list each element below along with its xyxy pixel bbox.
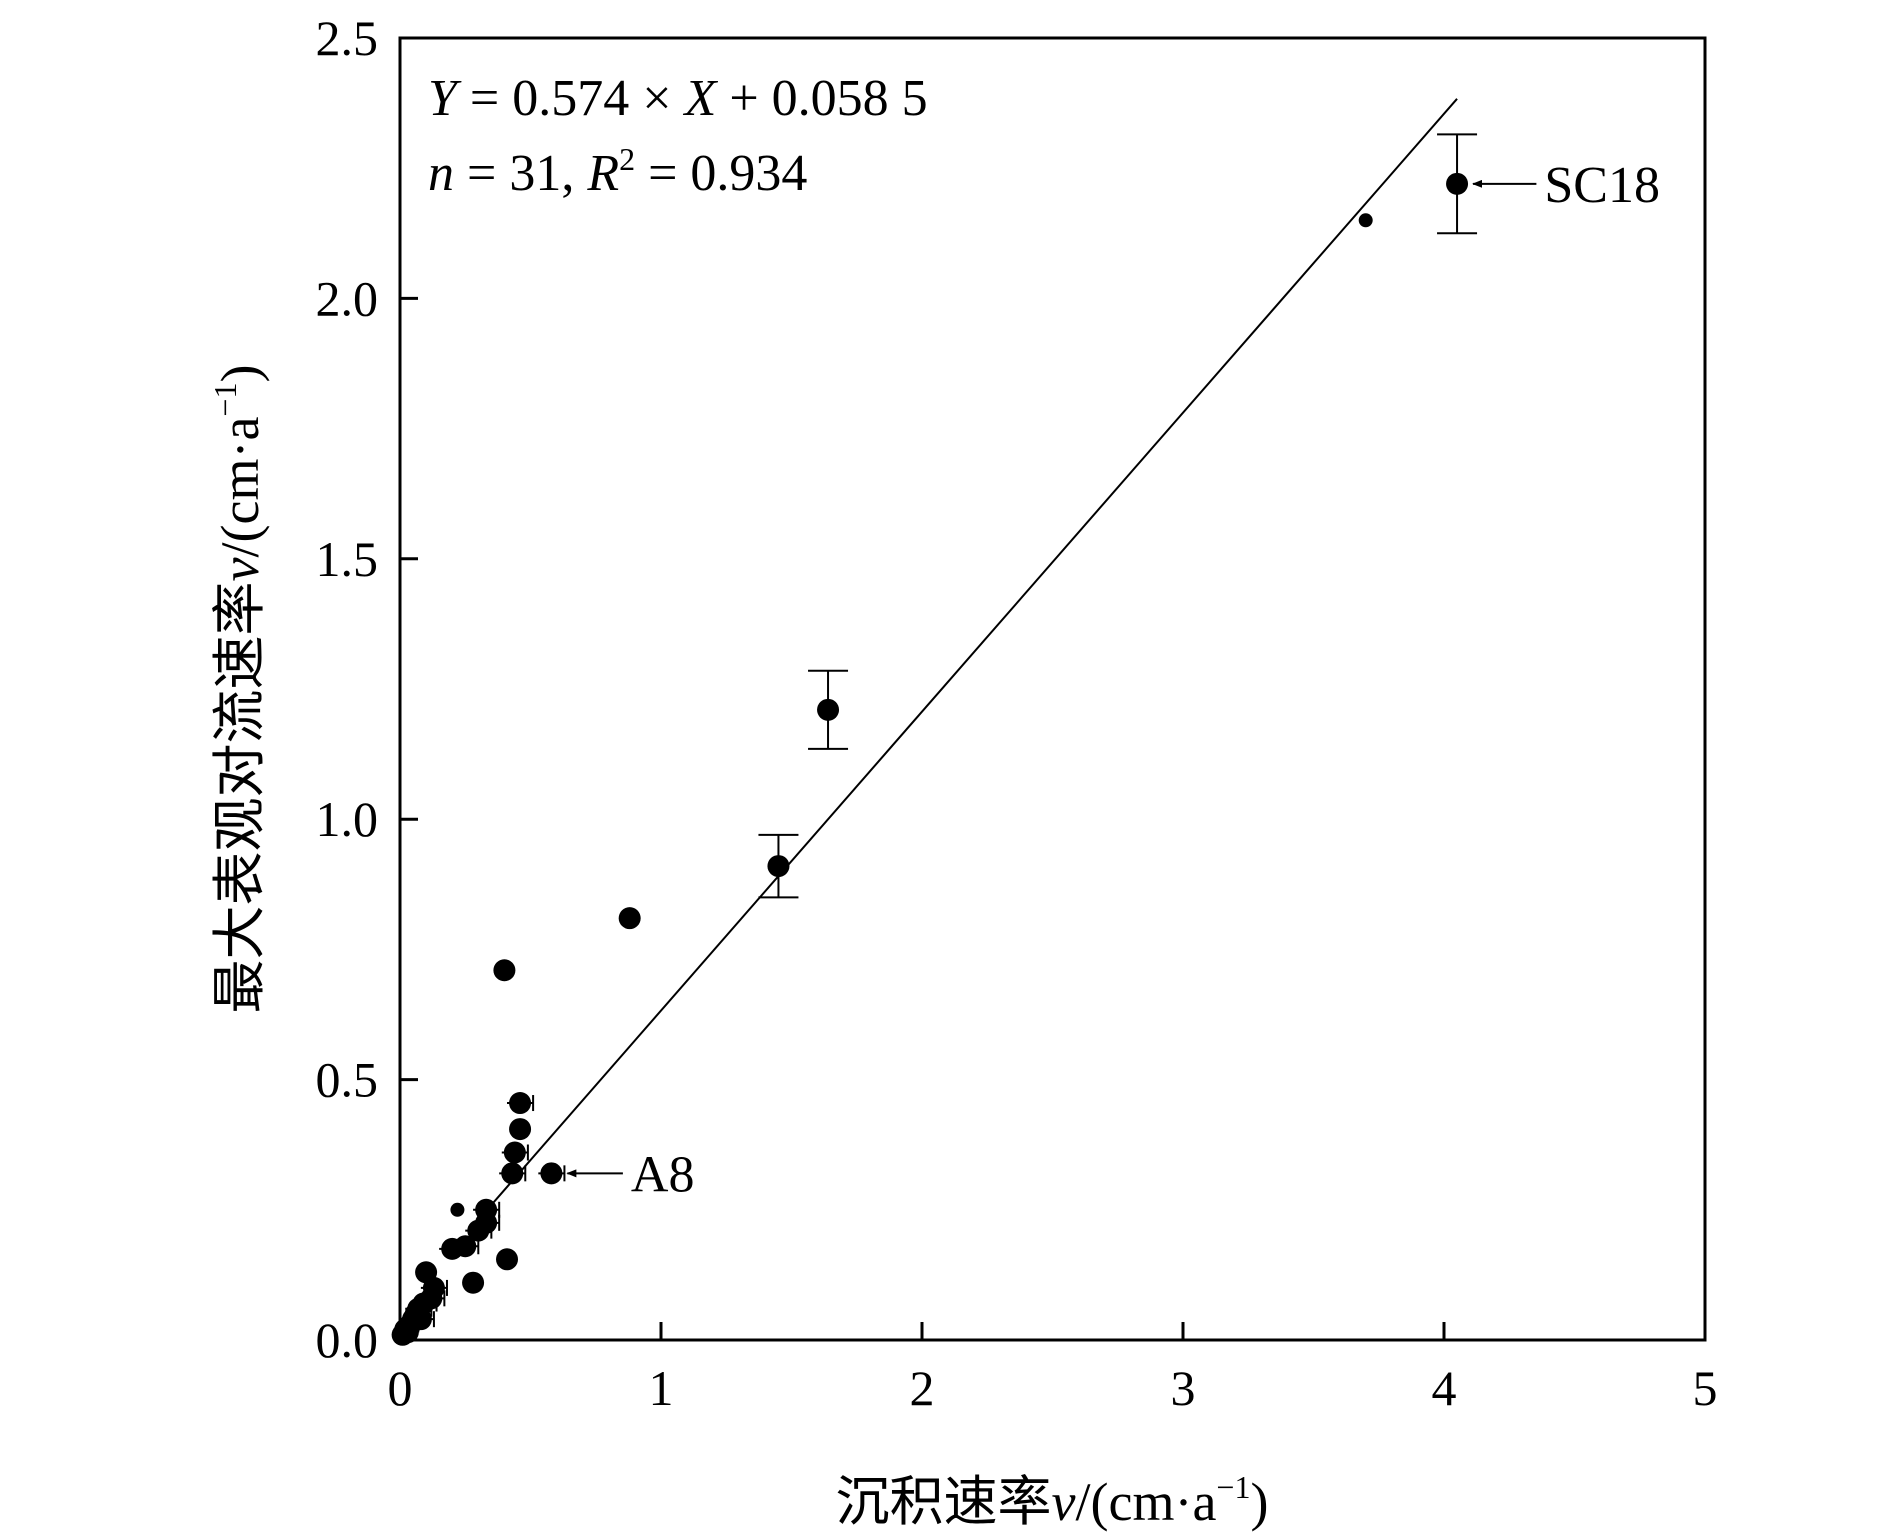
y-axis-ticks: 0.0 0.5 1.0 1.5 2.0 2.5: [316, 10, 418, 1368]
y-tick-label: 1.0: [316, 791, 379, 847]
y-label-unit-sup: −1: [207, 383, 243, 417]
data-point: [509, 1092, 532, 1115]
data-point: [422, 1276, 445, 1299]
regression-stats: n = 31, R2 = 0.934: [428, 141, 807, 202]
eq-part-2: + 0.058 5: [716, 70, 927, 127]
data-point: [501, 1162, 524, 1185]
stat-r-sup: 2: [619, 141, 635, 177]
fit-line-layer: [477, 98, 1458, 1221]
data-point: [496, 1248, 519, 1271]
plot-area-frame: [398, 36, 1707, 1342]
x-label-main: 沉积速率: [836, 1472, 1052, 1532]
x-tick-label: 1: [649, 1360, 674, 1416]
y-label-var: v: [210, 557, 270, 581]
eq-y-var: Y: [428, 70, 462, 127]
x-axis-ticks: 0 1 2 3 4 5: [388, 1322, 1718, 1416]
data-point: [493, 959, 516, 982]
y-tick-label: 0.0: [316, 1312, 379, 1368]
stat-r-var: R: [586, 145, 619, 202]
data-point: [767, 855, 790, 878]
y-tick-label: 2.0: [316, 270, 379, 326]
data-points-layer: [391, 133, 1478, 1346]
y-label-unit-close: ): [210, 365, 270, 383]
x-tick-label: 0: [388, 1360, 413, 1416]
data-point: [462, 1271, 485, 1294]
x-label-unit-open: /(cm·a: [1076, 1472, 1217, 1532]
data-point: [1358, 213, 1373, 228]
stat-n-var: n: [428, 145, 454, 202]
data-point: [475, 1198, 498, 1221]
stat-r-text: = 0.934: [635, 145, 807, 202]
x-axis-label: 沉积速率v/(cm·a−1): [836, 1469, 1269, 1532]
y-tick-label: 2.5: [316, 10, 379, 66]
regression-equation: Y = 0.574 × X + 0.058 5: [428, 70, 928, 127]
stat-n-text: = 31,: [454, 145, 587, 202]
data-point: [618, 907, 641, 930]
x-tick-label: 2: [910, 1360, 935, 1416]
regression-fit-line: [477, 98, 1458, 1221]
y-label-unit-open: /(cm·a: [210, 417, 270, 558]
x-tick-label: 4: [1432, 1360, 1457, 1416]
x-label-var: v: [1052, 1472, 1076, 1532]
data-point: [540, 1162, 563, 1185]
eq-x-var: X: [683, 70, 719, 127]
annotation-label: SC18: [1544, 157, 1660, 214]
x-tick-label: 5: [1693, 1360, 1718, 1416]
data-point: [503, 1141, 526, 1164]
x-tick-label: 3: [1171, 1360, 1196, 1416]
data-point: [509, 1118, 532, 1141]
data-point: [454, 1235, 477, 1258]
x-label-unit-close: ): [1250, 1472, 1268, 1532]
eq-part-1: = 0.574 ×: [457, 70, 685, 127]
x-label-unit-sup: −1: [1216, 1469, 1250, 1505]
annotations-layer: A8 SC18: [566, 157, 1660, 1203]
y-tick-label: 1.5: [316, 531, 379, 587]
y-axis-label: 最大表观对流速率v/(cm·a−1): [207, 365, 270, 1014]
y-tick-label: 0.5: [316, 1052, 379, 1108]
data-point: [450, 1202, 465, 1217]
data-point: [1446, 172, 1469, 195]
data-point: [817, 698, 840, 721]
y-label-main: 最大表观对流速率: [210, 581, 270, 1013]
annotation-label: A8: [631, 1146, 695, 1203]
